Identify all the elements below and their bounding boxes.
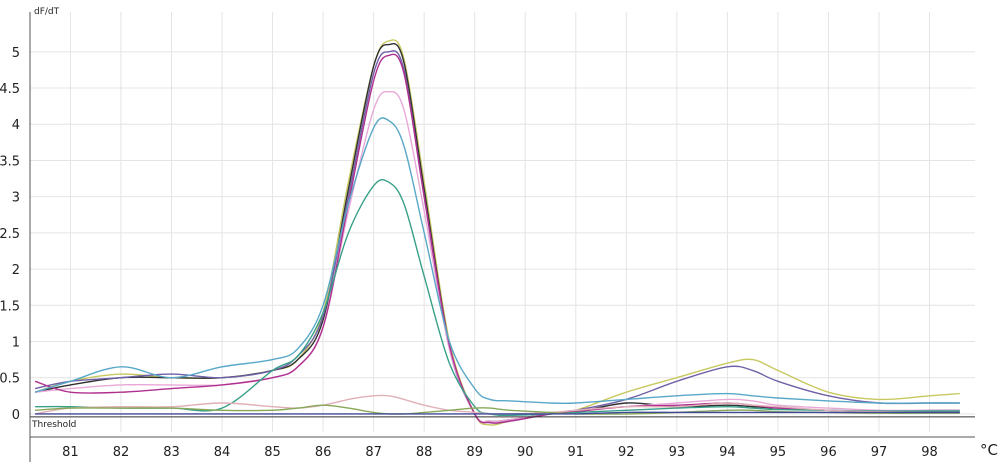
grid	[30, 12, 975, 432]
x-tick-label: 84	[214, 445, 231, 460]
series-line-3	[34, 50, 960, 424]
series-line-6	[34, 117, 960, 405]
y-tick-label: 1.5	[0, 299, 20, 314]
series-layer	[34, 39, 960, 426]
x-tick-label: 98	[921, 445, 938, 460]
series-line-5	[34, 53, 960, 424]
threshold-label: Threshold	[31, 420, 76, 430]
y-tick-label: 0	[12, 408, 20, 423]
series-line-7	[35, 178, 960, 417]
x-tick-label: 87	[365, 445, 382, 460]
x-tick-label: 91	[568, 445, 585, 460]
x-tick-label: 95	[770, 445, 787, 460]
y-tick-label: 3	[12, 191, 20, 206]
x-axis-unit: °C	[980, 441, 998, 459]
series-line-9	[35, 404, 960, 415]
y-tick-label: 2.5	[0, 227, 20, 242]
series-line-4	[35, 90, 960, 423]
y-tick-label: 2	[12, 263, 20, 278]
y-tick-label: 1	[12, 335, 20, 350]
x-tick-label: 94	[719, 445, 736, 460]
y-tick-label: 0.5	[0, 372, 20, 387]
x-tick-label: 93	[669, 445, 686, 460]
x-tick-label: 81	[62, 445, 79, 460]
threshold-layer: Threshold	[30, 416, 975, 430]
y-tick-label: 4.5	[0, 82, 20, 97]
x-tick-label: 92	[618, 445, 635, 460]
x-tick-label: 89	[466, 445, 483, 460]
tick-labels: 81 82 83 84 85 86 87 88 89 90 91 92 93 94 95 96 97 98 0 0.5…	[0, 46, 938, 460]
x-tick-label: 85	[264, 445, 281, 460]
x-tick-label: 88	[416, 445, 433, 460]
y-tick-label: 3.5	[0, 154, 20, 169]
x-tick-label: 96	[820, 445, 837, 460]
x-tick-label: 83	[163, 445, 180, 460]
x-tick-label: 97	[871, 445, 888, 460]
y-tick-label: 4	[12, 118, 20, 133]
y-tick-label: 5	[12, 46, 20, 61]
series-line-10	[35, 411, 960, 415]
series-line-8	[34, 394, 960, 415]
x-tick-label: 90	[517, 445, 534, 460]
y-axis-label: dF/dT	[34, 7, 60, 17]
x-tick-label: 82	[113, 445, 130, 460]
x-tick-label: 86	[315, 445, 332, 460]
axes	[29, 12, 975, 462]
